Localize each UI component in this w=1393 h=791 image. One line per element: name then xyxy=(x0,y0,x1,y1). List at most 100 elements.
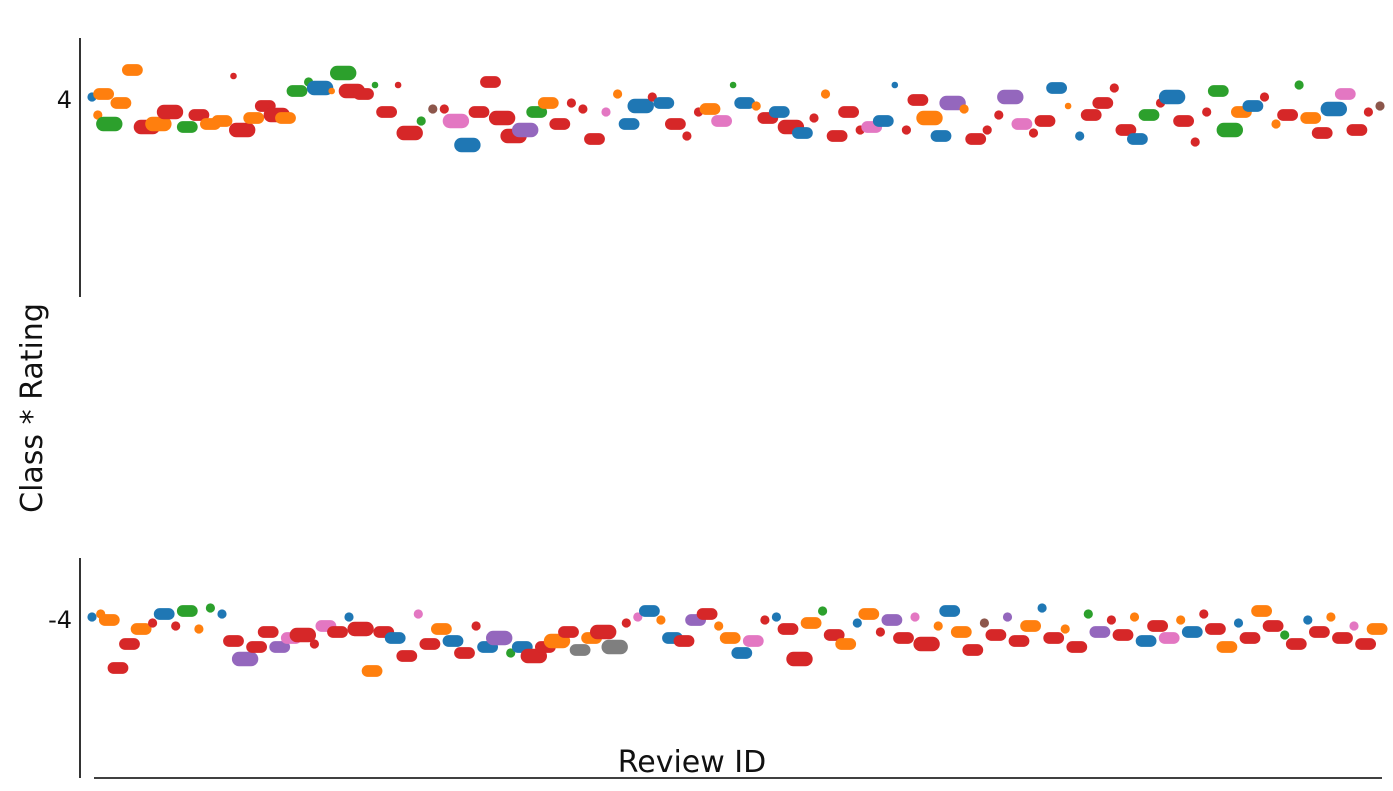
lower-point-70 xyxy=(881,614,903,626)
lower-point-101 xyxy=(1239,632,1261,644)
upper-point-43 xyxy=(566,98,576,108)
lower-point-28 xyxy=(396,650,418,662)
upper-point-59 xyxy=(751,101,761,111)
upper-point-110 xyxy=(1334,88,1356,100)
upper-point-40 xyxy=(526,106,548,118)
upper-point-99 xyxy=(1207,85,1229,97)
lower-point-46 xyxy=(601,639,628,655)
upper-point-108 xyxy=(1311,127,1333,139)
upper-point-53 xyxy=(682,131,692,141)
upper-point-28 xyxy=(394,81,402,89)
lower-point-0 xyxy=(87,612,97,622)
upper-point-103 xyxy=(1259,92,1270,102)
lower-point-86 xyxy=(1066,641,1088,653)
upper-point-44 xyxy=(578,104,588,114)
lower-point-108 xyxy=(1326,612,1336,622)
upper-point-73 xyxy=(907,94,929,106)
upper-point-83 xyxy=(1028,128,1039,138)
lower-point-52 xyxy=(673,635,695,647)
upper-point-56 xyxy=(711,115,732,127)
lower-point-65 xyxy=(823,629,845,641)
lower-point-15 xyxy=(246,641,267,653)
lower-point-20 xyxy=(309,639,319,649)
lower-point-89 xyxy=(1106,615,1116,625)
upper-point-45 xyxy=(584,133,605,145)
upper-point-89 xyxy=(1092,97,1114,109)
upper-point-82 xyxy=(1011,118,1033,130)
lower-point-93 xyxy=(1147,620,1168,632)
upper-point-74 xyxy=(916,110,943,126)
upper-point-57 xyxy=(729,81,737,89)
lower-point-96 xyxy=(1181,626,1203,638)
upper-point-48 xyxy=(618,118,640,130)
lower-point-54 xyxy=(696,608,718,620)
upper-point-61 xyxy=(768,106,790,118)
lower-point-6 xyxy=(148,618,158,628)
lower-point-72 xyxy=(910,612,920,622)
upper-point-92 xyxy=(1127,133,1148,145)
upper-point-group xyxy=(87,64,1385,153)
upper-point-111 xyxy=(1346,124,1368,136)
lower-point-71 xyxy=(893,632,914,644)
lower-point-13 xyxy=(223,635,244,647)
upper-point-26 xyxy=(371,81,379,89)
lower-point-59 xyxy=(760,615,770,625)
y-tick-label-4: 4 xyxy=(57,86,72,114)
lower-point-66 xyxy=(835,638,857,650)
lower-point-82 xyxy=(1020,620,1041,632)
upper-point-70 xyxy=(872,115,894,127)
upper-point-67 xyxy=(838,106,859,118)
upper-point-76 xyxy=(939,95,966,111)
lower-point-109 xyxy=(1332,632,1353,644)
lower-point-11 xyxy=(205,603,215,613)
upper-point-30 xyxy=(416,116,426,126)
upper-point-41 xyxy=(537,97,559,109)
lower-point-79 xyxy=(985,629,1007,641)
lower-point-97 xyxy=(1199,609,1209,619)
upper-point-19 xyxy=(286,85,308,97)
y-axis-label: Class * Rating xyxy=(15,303,50,513)
lower-point-32 xyxy=(442,635,464,647)
upper-point-78 xyxy=(965,133,987,145)
upper-point-18 xyxy=(275,112,296,124)
lower-point-23 xyxy=(344,612,354,622)
upper-point-106 xyxy=(1294,80,1304,90)
lower-point-8 xyxy=(171,621,181,631)
lower-point-37 xyxy=(506,648,516,658)
upper-point-63 xyxy=(792,127,813,139)
lower-point-75 xyxy=(939,605,961,617)
lower-point-80 xyxy=(1002,612,1013,622)
lower-point-17 xyxy=(269,641,291,653)
upper-point-104 xyxy=(1271,119,1281,129)
upper-point-7 xyxy=(145,116,172,132)
upper-point-13 xyxy=(230,72,237,80)
upper-point-85 xyxy=(1046,82,1067,94)
upper-point-4 xyxy=(110,97,132,109)
lower-point-16 xyxy=(257,626,279,638)
upper-point-97 xyxy=(1190,137,1200,147)
upper-point-84 xyxy=(1034,115,1056,127)
lower-point-110 xyxy=(1349,621,1359,631)
upper-point-8 xyxy=(156,104,184,120)
lower-point-61 xyxy=(777,623,799,635)
lower-point-55 xyxy=(714,621,724,631)
upper-point-96 xyxy=(1173,115,1194,127)
upper-point-105 xyxy=(1277,109,1298,121)
lower-point-74 xyxy=(933,621,943,631)
upper-point-58 xyxy=(734,97,756,109)
upper-point-34 xyxy=(454,137,481,153)
upper-point-113 xyxy=(1375,101,1385,111)
lower-point-92 xyxy=(1135,635,1157,647)
lower-point-81 xyxy=(1008,635,1030,647)
lower-point-105 xyxy=(1285,638,1307,650)
lower-point-73 xyxy=(913,636,940,652)
upper-point-10 xyxy=(188,109,210,121)
lower-point-67 xyxy=(852,618,862,628)
lower-point-3 xyxy=(107,662,129,674)
lower-point-88 xyxy=(1089,626,1111,638)
lower-point-62 xyxy=(786,651,813,667)
lower-point-95 xyxy=(1176,615,1186,625)
lower-point-22 xyxy=(327,626,348,638)
upper-point-33 xyxy=(442,113,470,129)
